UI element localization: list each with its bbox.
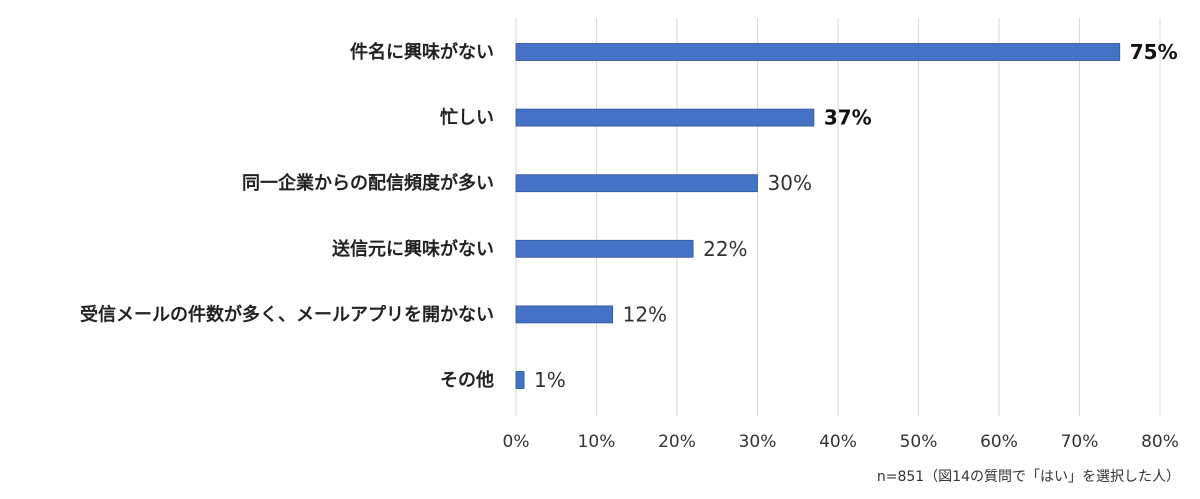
x-tick-label: 20% <box>658 432 696 452</box>
category-label: その他 <box>440 369 494 391</box>
sample-note: n=851（図14の質問で「はい」を選択した人） <box>877 469 1180 485</box>
x-axis-tick-labels: 0% 10% 20% 30% 40% 50% 60% 70% 80% <box>503 432 1179 452</box>
data-label: 1% <box>534 368 566 392</box>
bar <box>515 371 525 389</box>
x-tick-label: 10% <box>578 432 616 452</box>
category-label: 忙しい <box>440 107 494 129</box>
bars <box>515 43 1121 389</box>
category-label: 同一企業からの配信頻度が多い <box>242 172 494 194</box>
bar <box>515 239 694 258</box>
x-tick-label: 60% <box>980 432 1018 452</box>
data-label: 30% <box>768 171 812 195</box>
x-tick-label: 50% <box>900 432 938 452</box>
x-tick-label: 40% <box>819 432 857 452</box>
gridlines <box>515 18 1161 416</box>
bar <box>515 108 815 127</box>
data-label: 75% <box>1130 40 1178 64</box>
data-labels: 75% 37% 30% 22% 12% 1% <box>534 40 1178 392</box>
bar <box>515 305 613 324</box>
bar <box>515 43 1121 61</box>
data-label: 37% <box>824 106 872 130</box>
bar <box>515 174 758 193</box>
category-label: 件名に興味がない <box>350 41 494 63</box>
x-tick-label: 80% <box>1141 432 1179 452</box>
category-labels: 件名に興味がない忙しい同一企業からの配信頻度が多い送信元に興味がない受信メールの… <box>80 41 494 391</box>
x-tick-label: 70% <box>1061 432 1099 452</box>
category-label: 受信メールの件数が多く、メールアプリを開かない <box>80 303 494 325</box>
data-label: 12% <box>623 302 667 326</box>
x-tick-label: 30% <box>739 432 777 452</box>
data-label: 22% <box>703 237 747 261</box>
category-label: 送信元に興味がない <box>331 238 494 260</box>
x-tick-label: 0% <box>503 432 530 452</box>
